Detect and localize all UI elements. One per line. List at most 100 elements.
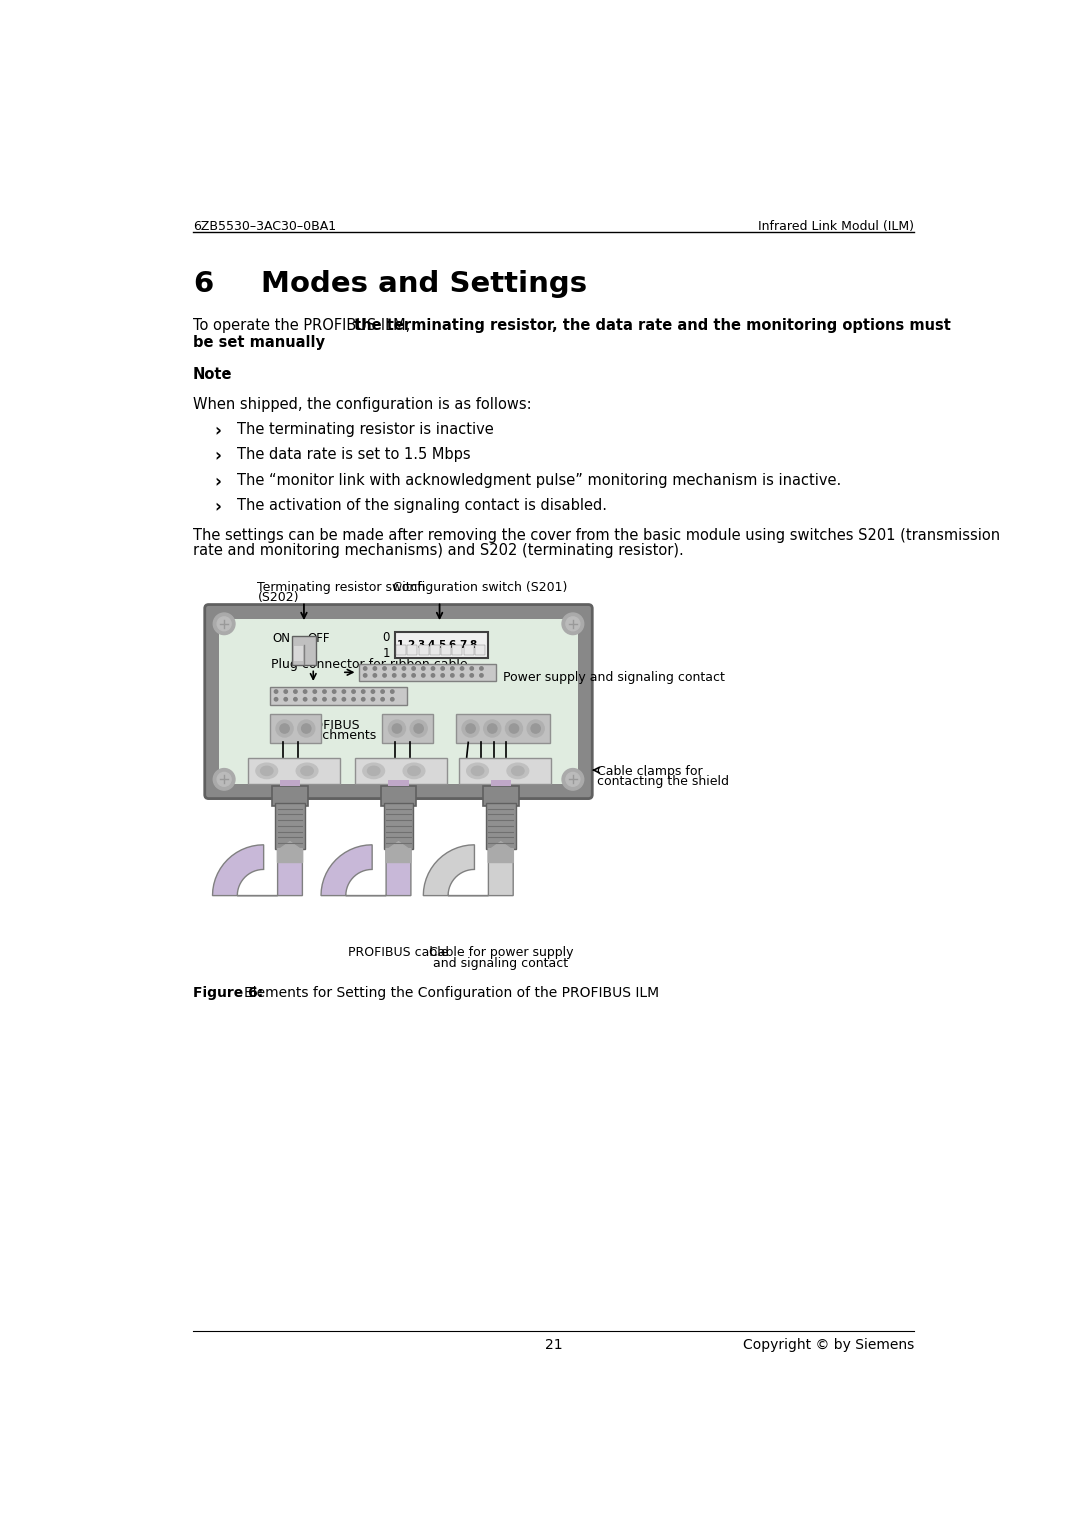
Circle shape [431,674,434,677]
Ellipse shape [403,762,424,779]
Circle shape [480,666,483,671]
Circle shape [392,666,396,671]
Circle shape [333,698,336,701]
Circle shape [392,674,396,677]
Text: When shipped, the configuration is as follows:: When shipped, the configuration is as fo… [193,397,531,413]
Text: Figure 6:: Figure 6: [193,986,264,999]
Text: ›: › [215,472,221,490]
Circle shape [213,769,235,790]
Circle shape [213,613,235,634]
Circle shape [274,689,278,694]
Text: 5: 5 [438,640,446,649]
FancyBboxPatch shape [270,688,407,706]
FancyBboxPatch shape [490,781,511,787]
Ellipse shape [408,766,420,776]
FancyBboxPatch shape [486,804,515,850]
FancyBboxPatch shape [389,781,408,787]
Text: Cable for power supply: Cable for power supply [429,946,573,958]
Text: :: : [225,367,229,382]
Circle shape [298,720,314,736]
Circle shape [274,698,278,701]
Circle shape [217,773,231,787]
Text: 0: 0 [382,631,390,643]
FancyBboxPatch shape [419,645,429,654]
Circle shape [303,689,307,694]
Circle shape [382,666,387,671]
FancyBboxPatch shape [380,785,416,805]
Text: Elements for Setting the Configuration of the PROFIBUS ILM: Elements for Setting the Configuration o… [243,986,659,999]
Circle shape [460,666,463,671]
Circle shape [402,674,406,677]
Circle shape [391,698,394,701]
Circle shape [374,674,377,677]
Circle shape [441,674,444,677]
Circle shape [505,720,523,736]
Circle shape [389,720,405,736]
Circle shape [462,720,480,736]
Text: The activation of the signaling contact is disabled.: The activation of the signaling contact … [238,498,607,513]
Text: 8: 8 [470,640,477,649]
Circle shape [488,724,497,733]
Circle shape [527,720,544,736]
Text: Terminating resistor switch: Terminating resistor switch [257,581,426,594]
Text: 3: 3 [417,640,424,649]
Text: 6: 6 [193,269,214,298]
Text: Plug connector for ribbon cable: Plug connector for ribbon cable [271,659,468,671]
Circle shape [313,698,316,701]
Circle shape [284,689,287,694]
Circle shape [217,617,231,631]
FancyBboxPatch shape [459,758,551,784]
Text: Infrared Link Modul (ILM): Infrared Link Modul (ILM) [758,220,914,234]
Text: 7: 7 [459,640,467,649]
FancyArrow shape [278,842,302,862]
Circle shape [323,689,326,694]
Ellipse shape [471,766,484,776]
FancyBboxPatch shape [382,714,433,743]
FancyArrow shape [488,842,513,862]
Text: (S202): (S202) [257,591,299,605]
Circle shape [381,689,384,694]
FancyBboxPatch shape [453,645,462,654]
Circle shape [431,666,434,671]
Circle shape [372,698,375,701]
Text: ›: › [215,422,221,440]
Text: The data rate is set to 1.5 Mbps: The data rate is set to 1.5 Mbps [238,448,471,463]
Circle shape [364,674,367,677]
Ellipse shape [260,766,273,776]
Circle shape [276,720,293,736]
Circle shape [531,724,540,733]
Circle shape [342,689,346,694]
Ellipse shape [296,762,318,779]
Circle shape [465,724,475,733]
FancyBboxPatch shape [272,785,308,805]
Circle shape [352,698,355,701]
FancyBboxPatch shape [205,605,592,799]
Text: contacting the shield: contacting the shield [597,776,729,788]
Ellipse shape [256,762,278,779]
Text: Power supply and signaling contact: Power supply and signaling contact [503,671,725,683]
FancyBboxPatch shape [219,619,578,784]
Circle shape [411,666,416,671]
Text: and signaling contact: and signaling contact [433,957,568,970]
Circle shape [450,666,454,671]
Ellipse shape [363,762,384,779]
Circle shape [480,674,483,677]
Text: PROFIBUS: PROFIBUS [298,718,361,732]
Polygon shape [423,845,513,895]
Text: 2: 2 [407,640,414,649]
FancyBboxPatch shape [359,663,496,681]
Circle shape [342,698,346,701]
Text: attachments: attachments [298,729,377,743]
Circle shape [392,724,402,733]
FancyBboxPatch shape [396,645,406,654]
Text: 21: 21 [544,1339,563,1352]
Circle shape [411,674,416,677]
Text: 4: 4 [428,640,435,649]
Text: 6: 6 [448,640,456,649]
Text: ›: › [215,498,221,516]
Text: Configuration switch (S201): Configuration switch (S201) [393,581,567,594]
FancyBboxPatch shape [394,633,488,657]
Circle shape [333,689,336,694]
Circle shape [484,720,501,736]
Circle shape [566,773,580,787]
